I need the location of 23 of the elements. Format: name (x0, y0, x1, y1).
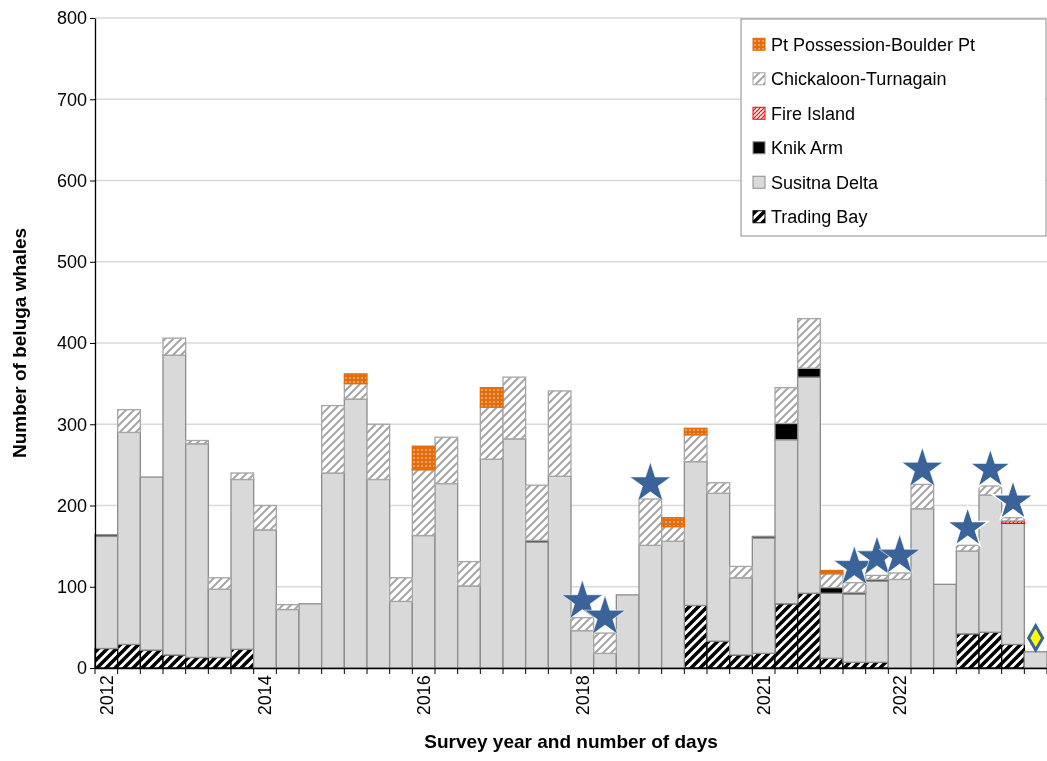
legend-label: Chickaloon-Turnagain (771, 69, 947, 90)
y-tick-label: 700 (56, 89, 87, 110)
y-tick-label: 500 (56, 252, 87, 273)
y-tick-label: 800 (56, 8, 87, 29)
x-tick-label: 2014 (255, 675, 276, 716)
x-tick-label: 2016 (413, 675, 434, 716)
y-tick-label: 0 (76, 658, 87, 679)
legend-label: Trading Bay (771, 207, 868, 228)
y-tick-label: 200 (56, 495, 87, 516)
legend-label: Fire Island (771, 103, 856, 124)
y-tick-label: 100 (56, 577, 87, 598)
x-tick-label: 2022 (889, 675, 910, 716)
x-tick-label: 2012 (96, 675, 117, 716)
y-tick-label: 600 (56, 170, 87, 191)
y-tick-label: 300 (56, 414, 87, 435)
x-tick-label: 2021 (753, 675, 774, 716)
y-axis-title: Number of beluga whales (9, 227, 30, 459)
legend-label: Knik Arm (771, 138, 844, 159)
legend-label: Pt Possession-Boulder Pt (771, 34, 976, 55)
x-tick-label: 2018 (572, 675, 593, 716)
x-axis-title: Survey year and number of days (424, 731, 718, 752)
y-tick-label: 400 (56, 333, 87, 354)
legend-label: Susitna Delta (771, 172, 880, 193)
